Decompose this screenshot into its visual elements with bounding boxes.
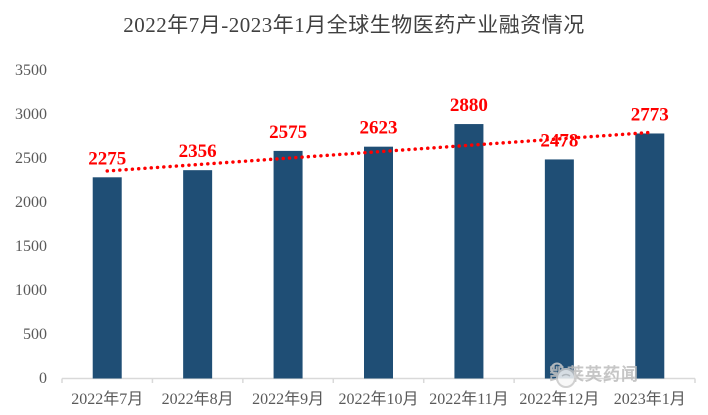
bar [635,133,665,379]
bar [92,177,122,379]
y-axis-tick-label: 2000 [15,194,47,211]
x-axis-label: 2022年7月 [71,390,143,408]
y-axis-tick-label: 2500 [15,150,47,167]
y-axis-tick-label: 1500 [15,238,47,255]
bar-value-label: 2478 [540,130,578,151]
x-axis-label: 2022年8月 [162,390,234,408]
x-axis-label: 2022年10月 [338,390,418,408]
bar-value-label: 2356 [179,141,217,162]
trendline [105,130,652,173]
bar [183,170,213,379]
chart-title: 2022年7月-2023年1月全球生物医药产业融资情况 [123,13,585,37]
bar-value-label: 2773 [631,104,669,125]
bar-value-label: 2275 [88,148,126,169]
x-axis-label: 2023年1月 [614,390,686,408]
bar-value-label: 2575 [269,122,307,143]
y-axis-tick-label: 0 [39,370,47,387]
bar [273,150,303,379]
x-axis-label: 2022年11月 [429,390,508,408]
y-axis-tick-label: 3500 [15,62,47,79]
bar [364,146,393,379]
y-axis-tick-label: 3000 [15,106,47,123]
bar-value-label: 2880 [450,95,488,116]
y-axis-tick-label: 1000 [15,282,47,299]
y-axis-tick-label: 500 [23,326,47,343]
x-axis-label: 2022年12月 [519,390,599,408]
bar [544,159,574,379]
bar [454,124,484,379]
x-axis-label: 2022年9月 [252,390,324,408]
bar-value-label: 2623 [360,118,398,139]
